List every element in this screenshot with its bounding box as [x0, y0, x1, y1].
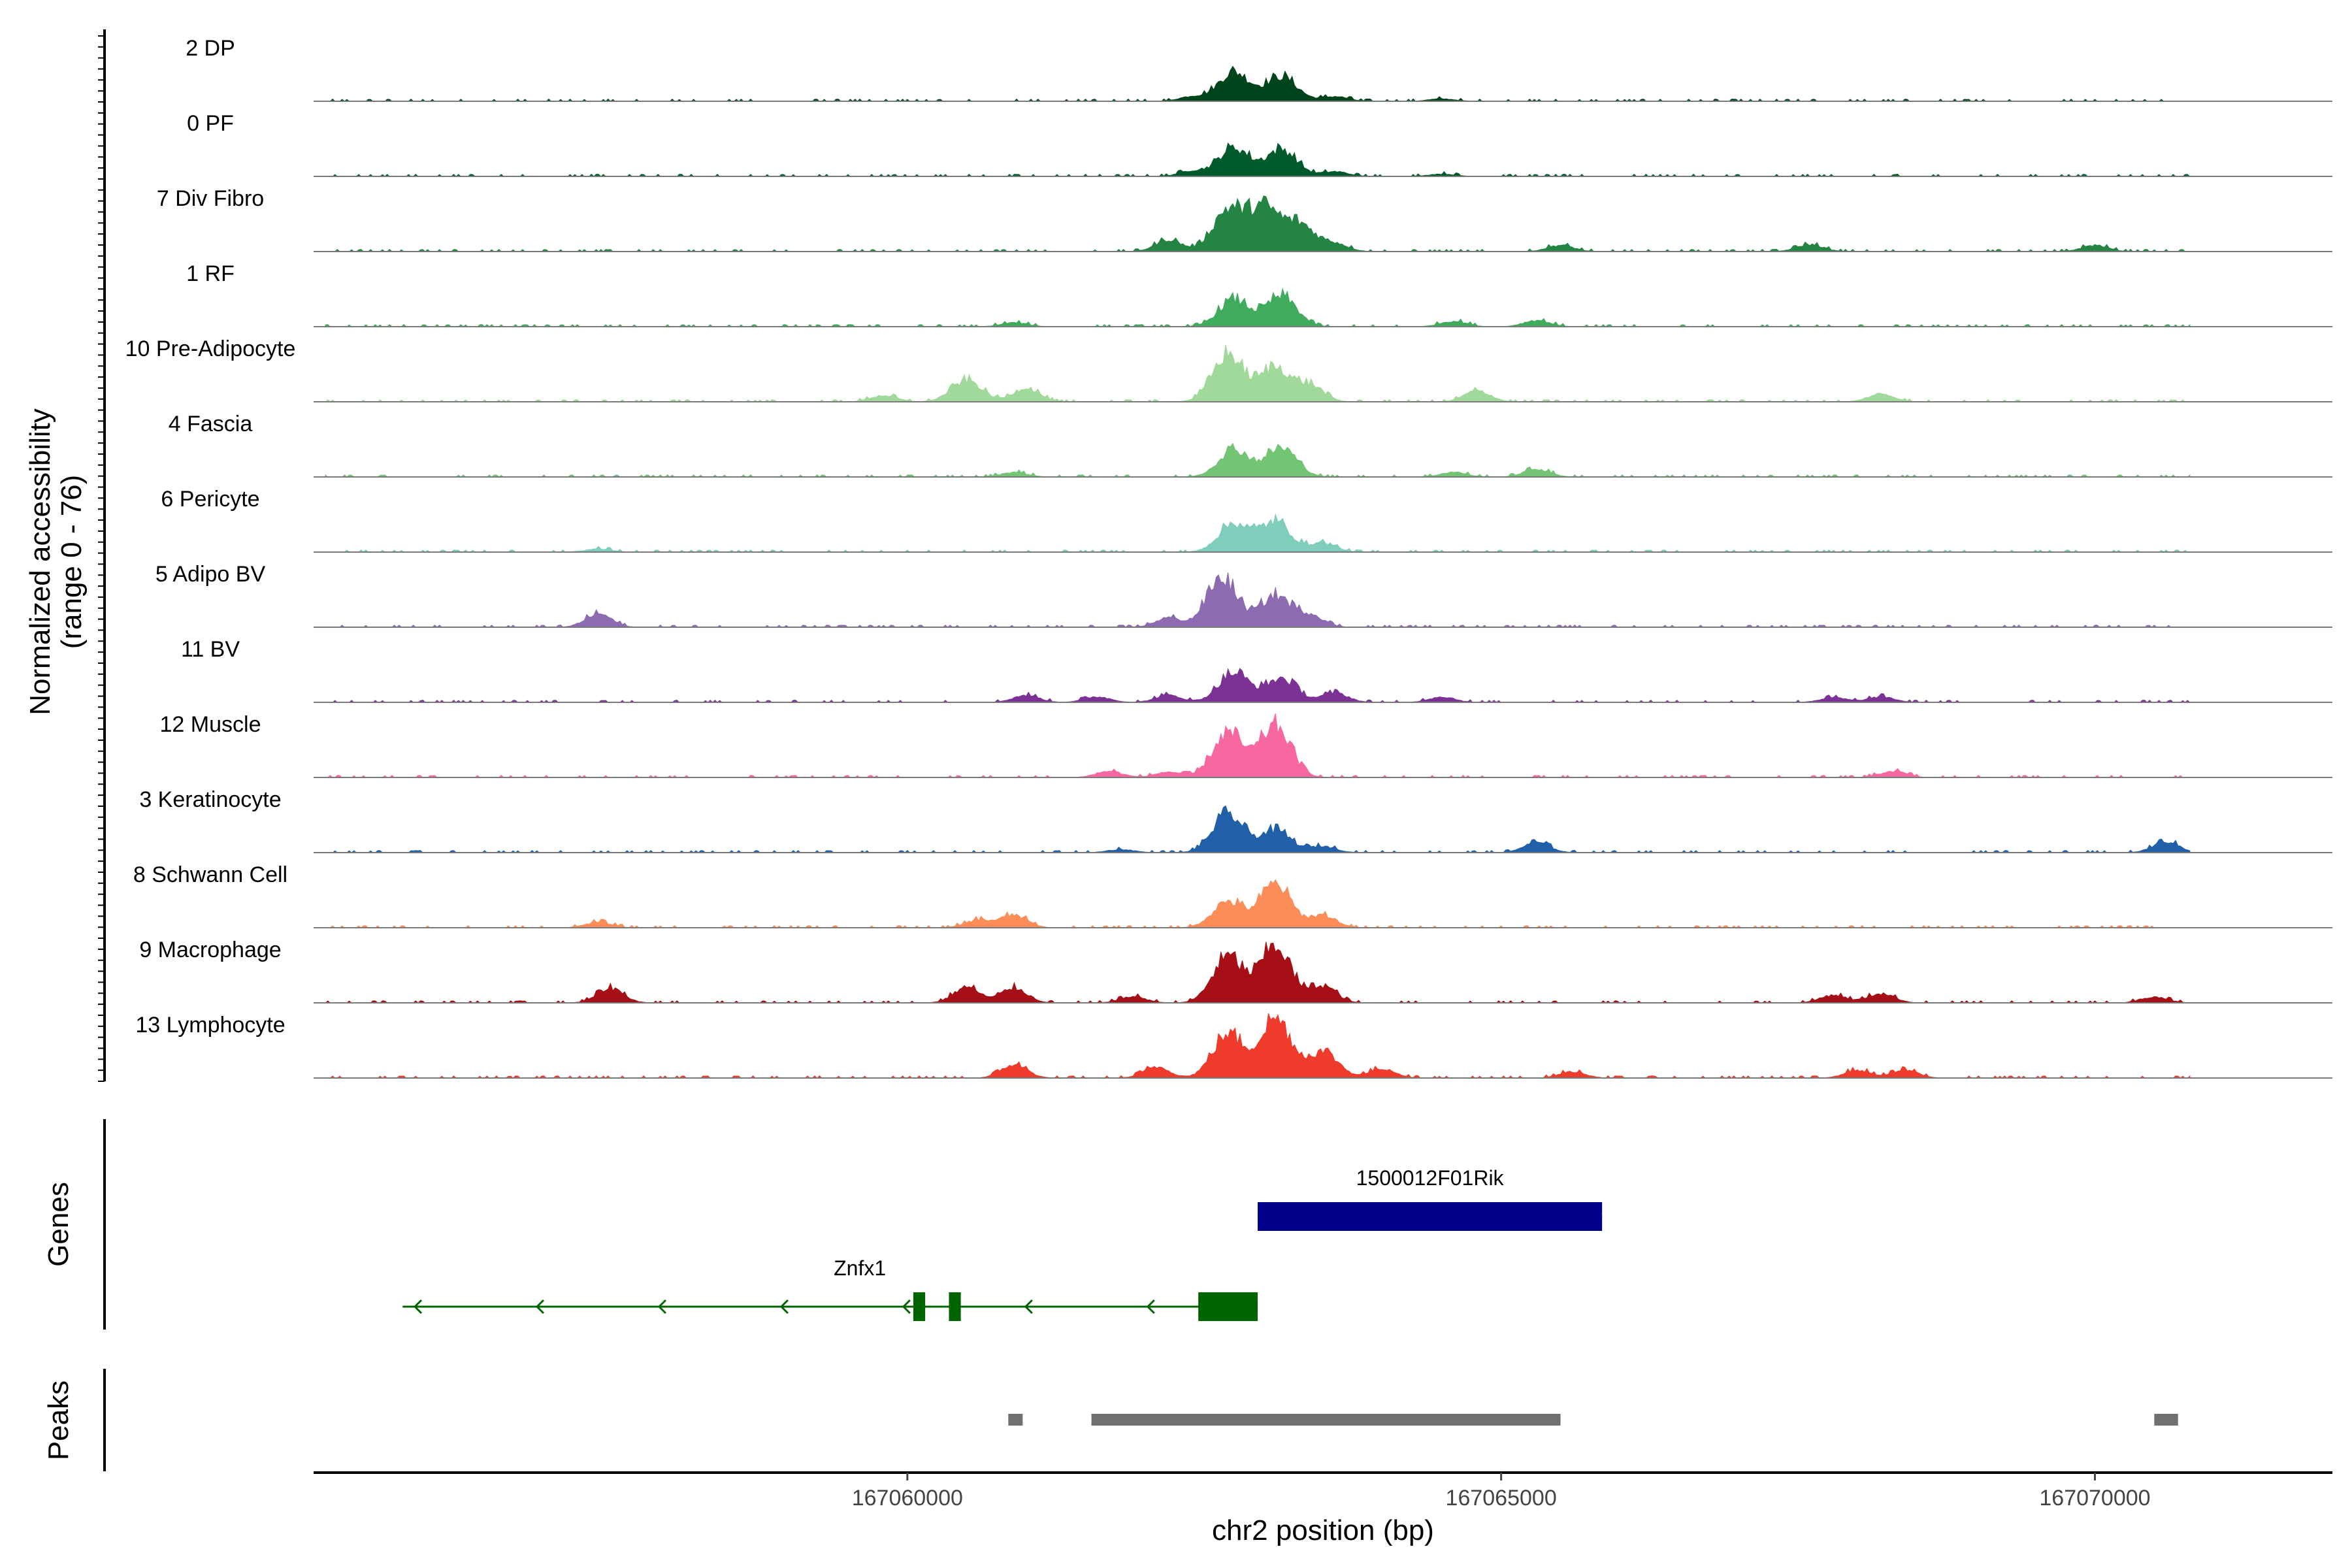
x-tick-label: 167065000: [1446, 1486, 1557, 1511]
track-13-lymphocyte: 13 Lymphocyte: [135, 1013, 2332, 1079]
track-5-adipo-bv: 5 Adipo BV: [155, 562, 2332, 628]
track-1-rf: 1 RF: [186, 261, 2332, 327]
gene-label: 1500012F01Rik: [1356, 1166, 1505, 1190]
y-axis: [98, 29, 106, 1082]
y-axis-title: Normalized accessibility: [24, 408, 56, 715]
peaks-panel-title: Peaks: [42, 1380, 74, 1460]
strand-arrow: [779, 1299, 789, 1315]
track-label: 11 BV: [181, 637, 240, 662]
x-tick-label: 167060000: [852, 1486, 963, 1511]
track-label: 3 Keratinocyte: [139, 787, 281, 812]
track-12-muscle: 12 Muscle: [160, 712, 2332, 778]
coverage-area: [325, 344, 2190, 402]
coverage-tracks: 2 DP 0 PF 7 Div Fibro 1 RF 10 Pre-Adipocyte 4…: [125, 36, 2332, 1079]
genes-panel-title: Genes: [42, 1182, 74, 1267]
coverage-area: [325, 287, 2191, 327]
track-label: 2 DP: [186, 36, 235, 61]
track-11-bv: 11 BV: [181, 637, 2332, 703]
track-7-div-fibro: 7 Div Fibro: [157, 186, 2332, 252]
coverage-area: [325, 1013, 2191, 1079]
track-label: 1 RF: [186, 261, 235, 286]
x-axis: 167060000 167065000 167070000: [314, 1471, 2332, 1511]
x-axis-title: chr2 position (bp): [1212, 1514, 1434, 1546]
coverage-area: [325, 142, 2191, 177]
coverage-area: [325, 195, 2190, 252]
track-6-pericyte: 6 Pericyte: [161, 487, 2332, 553]
peak-region: [1008, 1414, 1023, 1426]
strand-arrow: [413, 1299, 423, 1315]
track-2-dp: 2 DP: [186, 36, 2332, 102]
track-3-keratinocyte: 3 Keratinocyte: [139, 787, 2332, 853]
track-label: 10 Pre-Adipocyte: [125, 336, 296, 361]
gene-label: Znfx1: [834, 1256, 886, 1280]
strand-arrow: [657, 1299, 667, 1315]
strand-arrow: [902, 1299, 911, 1315]
coverage-area: [325, 442, 2191, 478]
coverage-area: [325, 513, 2190, 553]
track-label: 6 Pericyte: [161, 487, 259, 512]
exon: [949, 1292, 961, 1321]
exon: [1198, 1292, 1258, 1321]
genes-track: 1500012F01Rik Znfx1: [402, 1166, 1603, 1321]
track-8-schwann-cell: 8 Schwann Cell: [133, 862, 2332, 928]
coverage-area: [325, 805, 2191, 853]
coverage-area: [325, 941, 2190, 1004]
peaks-track: [1008, 1414, 2178, 1426]
track-label: 12 Muscle: [160, 712, 261, 737]
coverage-area: [325, 65, 2190, 102]
track-0-pf: 0 PF: [187, 111, 2332, 177]
strand-arrow: [535, 1299, 545, 1315]
track-label: 0 PF: [187, 111, 234, 136]
gene-znfx1: Znfx1: [402, 1256, 1258, 1321]
track-label: 13 Lymphocyte: [135, 1013, 285, 1037]
strand-arrow: [1146, 1299, 1155, 1315]
track-label: 7 Div Fibro: [157, 186, 264, 211]
coverage-area: [325, 879, 2190, 928]
peak-region: [1091, 1414, 1561, 1426]
gene-1500012f01rik: 1500012F01Rik: [1258, 1166, 1603, 1231]
exon: [1258, 1202, 1603, 1231]
peak-region: [2154, 1414, 2178, 1426]
y-axis-range-label: (range 0 - 76): [56, 475, 88, 649]
coverage-area: [325, 668, 2191, 703]
track-10-pre-adipocyte: 10 Pre-Adipocyte: [125, 336, 2332, 402]
x-tick-label: 167070000: [2039, 1486, 2150, 1511]
strand-arrow: [1024, 1299, 1033, 1315]
track-4-fascia: 4 Fascia: [169, 412, 2332, 478]
track-label: 5 Adipo BV: [155, 562, 266, 587]
exon: [913, 1292, 926, 1321]
track-label: 8 Schwann Cell: [133, 862, 287, 887]
coverage-area: [325, 572, 2190, 628]
track-label: 4 Fascia: [169, 412, 253, 436]
track-label: 9 Macrophage: [139, 938, 281, 962]
track-9-macrophage: 9 Macrophage: [139, 938, 2332, 1004]
coverage-area: [325, 713, 2190, 778]
